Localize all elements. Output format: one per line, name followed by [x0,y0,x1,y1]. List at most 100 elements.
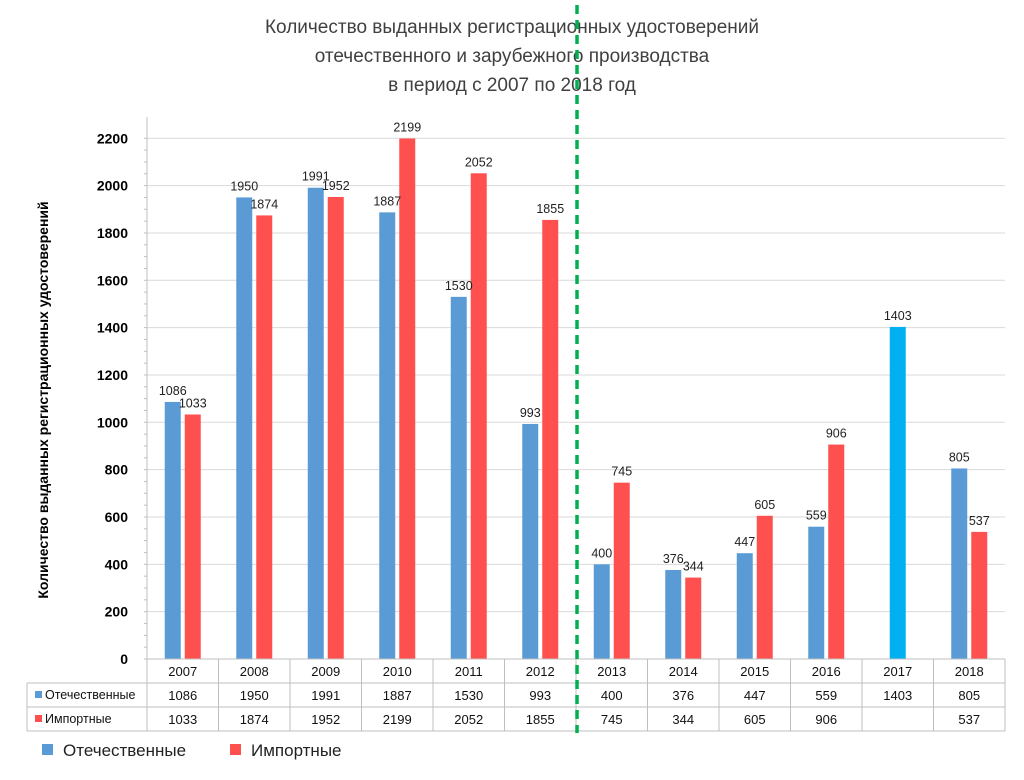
table-cell: 376 [672,688,694,703]
bar-imported [327,196,344,659]
table-cell: 1950 [240,688,269,703]
table-cell: 1991 [311,688,340,703]
table-cell: 1855 [526,712,555,727]
legend-key [230,744,241,755]
bar-domestic [236,197,253,659]
table-series-name: Отечественные [45,688,136,702]
y-tick-label: 400 [105,556,129,572]
data-label: 1530 [445,279,473,293]
y-tick-label: 200 [105,604,129,620]
y-tick-label: 1200 [97,367,128,383]
data-label: 559 [806,509,827,523]
x-tick-label: 2011 [455,664,483,679]
chart-title: Количество выданных регистрационных удос… [265,17,759,96]
data-label: 1952 [322,179,350,193]
table-series-name: Импортные [45,712,112,726]
chart-title-line: Количество выданных регистрационных удос… [265,17,759,38]
bar-imported [756,515,773,659]
bar-domestic [593,564,610,659]
y-tick-label: 1600 [97,272,128,288]
x-tick-label: 2013 [597,664,626,679]
y-axis-ticks: 0 200 400 600 800 1000 1200 1400 1600 1800 2000 220… [97,130,128,667]
bar-imported [184,414,201,659]
table-cell: 605 [744,712,766,727]
table-cell: 1952 [311,712,340,727]
x-tick-label: 2016 [812,664,841,679]
y-axis-label: Количество выданных регистрационных удос… [35,201,51,598]
x-tick-label: 2007 [168,664,197,679]
data-label: 1403 [884,309,912,323]
bar-domestic [951,468,968,659]
bars [164,138,988,660]
x-tick-label: 2018 [955,664,984,679]
data-label: 376 [663,552,684,566]
bar-domestic [889,326,906,659]
data-label: 745 [611,465,632,479]
bar-imported [470,173,487,659]
bar-domestic [808,526,825,659]
x-tick-label: 2008 [240,664,269,679]
data-table: 2007 2008 2009 2010 2011 2012 2013 2014 2015 2016… [26,658,1006,732]
table-legend-key [35,691,42,698]
data-label: 605 [754,498,775,512]
bar-domestic [164,401,181,659]
table-cell: 2052 [454,712,483,727]
bar-imported [613,482,630,659]
data-label: 993 [520,406,541,420]
table-cell: 1874 [240,712,269,727]
data-label: 537 [969,514,990,528]
table-cell: 537 [958,712,980,727]
data-label: 805 [949,450,970,464]
table-cell: 805 [958,688,980,703]
table-cell: 2199 [383,712,412,727]
bar-domestic [665,570,682,659]
table-cell: 344 [672,712,694,727]
bar-imported [542,219,559,659]
chart-title-line: в период с 2007 по 2018 год [388,75,636,96]
data-label: 400 [591,546,612,560]
table-cell: 906 [815,712,837,727]
x-tick-label: 2015 [740,664,769,679]
data-label: 2199 [393,120,421,134]
legend-label: Отечественные [63,741,186,760]
table-cell: 993 [529,688,551,703]
data-label: 1855 [536,202,564,216]
table-cell: 745 [601,712,623,727]
y-tick-label: 1400 [97,320,128,336]
y-tick-label: 0 [120,651,128,667]
bar-imported [828,444,845,659]
chart-title-line: отечественного и зарубежного производств… [315,46,710,67]
table-cell: 1033 [168,712,197,727]
table-cell: 447 [744,688,766,703]
data-label: 906 [826,427,847,441]
legend-key [42,744,53,755]
bar-domestic [450,296,467,659]
table-cell: 1086 [168,688,197,703]
bar-imported [399,138,416,659]
table-cell: 1403 [883,688,912,703]
data-label: 2052 [465,155,493,169]
y-tick-label: 1800 [97,225,128,241]
y-tick-label: 2000 [97,178,128,194]
bar-domestic [379,212,396,659]
table-cell: 400 [601,688,623,703]
y-tick-label: 1000 [97,414,128,430]
data-label: 1033 [179,396,207,410]
x-tick-label: 2012 [526,664,555,679]
y-tick-label: 800 [105,462,129,478]
bar-domestic [307,187,324,660]
table-cell: 1530 [454,688,483,703]
data-label: 1874 [250,197,278,211]
y-tick-label: 2200 [97,130,128,146]
bar-imported [971,531,988,659]
x-tick-label: 2010 [383,664,412,679]
table-cell: 559 [815,688,837,703]
bar-imported [685,577,702,659]
legend-label: Импортные [251,741,342,760]
data-label: 1086 [159,384,187,398]
data-label: 1887 [373,194,401,208]
x-tick-label: 2017 [883,664,912,679]
x-tick-label: 2009 [311,664,340,679]
data-label: 447 [734,535,755,549]
